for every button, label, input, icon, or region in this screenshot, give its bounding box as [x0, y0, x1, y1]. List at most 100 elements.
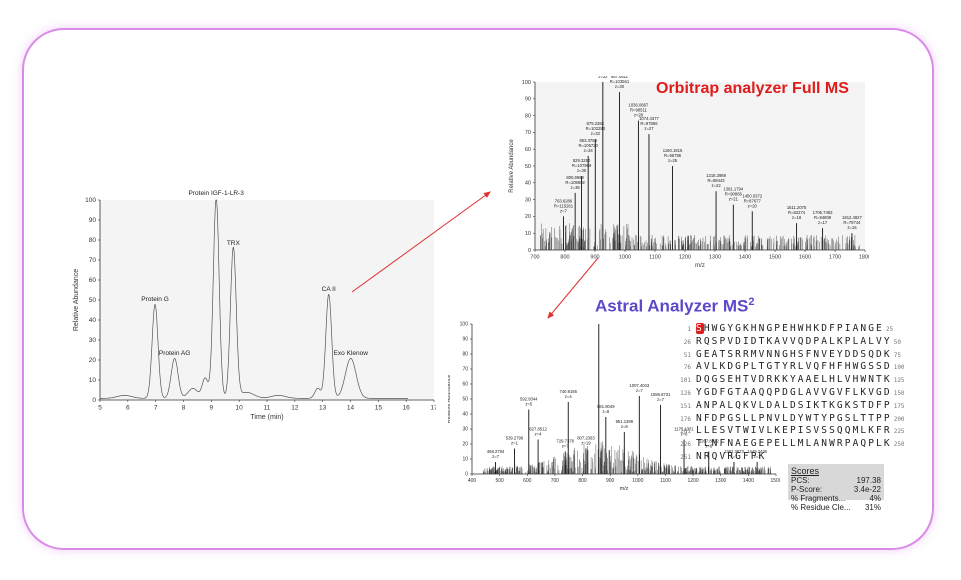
x-tick-label: 900 [606, 478, 615, 484]
orbitrap-spectrum-panel: 700 800 900 1000 1100 1200 1300 1400 1500 1600 170… [507, 64, 871, 276]
peak-resolution-label: R=109592 [565, 180, 585, 185]
x-tick-label: 15 [375, 405, 383, 412]
astral-title: Astral Analyzer MS2 [595, 296, 755, 317]
rounded-frame [22, 28, 934, 550]
peak-charge-label: z=34 [584, 148, 594, 153]
sequence-row-start: 101 [680, 377, 691, 385]
peak-charge-label: z=36 [571, 185, 581, 190]
x-tick-label: 1500 [769, 255, 781, 261]
orbitrap-title: Orbitrap analyzer Full MS [656, 80, 849, 97]
peak-mz-label: 1449.2436 [747, 449, 767, 454]
peak-resolution-label: R=89443 [707, 178, 725, 183]
y-axis-label: Relative Abundance [509, 139, 515, 193]
peak-mz-label: 763.6286 [555, 198, 573, 203]
y-tick-label: 30 [89, 337, 97, 344]
y-tick-label: 90 [89, 217, 97, 224]
sequence-residues: NRQVRGFPK [696, 451, 767, 462]
score-value: 31% [864, 503, 881, 512]
peak-charge-label: z=32 [598, 76, 608, 79]
peak-charge-label: z=19 [581, 441, 591, 446]
y-tick-label: 30 [525, 197, 531, 203]
peak-label: Protein IGF-1-LR-3 [189, 190, 245, 197]
x-tick-label: 1400 [743, 478, 754, 484]
sequence-row-start: 176 [680, 415, 691, 423]
sequence-residues: SHWGYGKHNGPEHWHKDFPIANGE [696, 323, 884, 334]
sequence-row: 251 NRQVRGFPK [675, 450, 768, 463]
y-tick-label: 60 [525, 147, 531, 153]
peak-mz-label: 1450.0372 [742, 193, 762, 198]
score-value: 4% [869, 494, 881, 503]
score-label: % Residue Cle... [791, 503, 851, 512]
peak-mz-label: 1074.4377 [639, 116, 659, 121]
sequence-row-start: 1 [687, 326, 691, 333]
peak-mz-label: 1362.3873 [724, 449, 744, 454]
sequence-residues: DQGSEHTVDRKKYAAELHLVHWNTK [696, 374, 892, 386]
y-tick-label: 80 [89, 237, 97, 244]
peak-mz-label: 1160.1915 [663, 148, 683, 153]
x-tick-label: 1200 [688, 478, 699, 484]
plot-background [535, 82, 865, 250]
sequence-row-start: 51 [683, 351, 691, 359]
score-row: PCS: 197.38 [791, 476, 881, 485]
y-tick-label: 80 [462, 352, 468, 358]
sequence-row-end: 175 [893, 402, 905, 410]
x-tick-label: 10 [236, 405, 244, 412]
x-tick-label: 6 [126, 405, 130, 412]
peak-mz-label: 1611.2075 [787, 205, 807, 210]
y-tick-label: 20 [89, 357, 97, 364]
lc-chromatogram: 5 6 7 8 9 10 11 12 13 14 15 16 17 0 10 20 30 40 50 60 70 80 90… [73, 190, 438, 421]
y-tick-label: 30 [462, 427, 468, 433]
peak-charge-label: z=33 [591, 131, 601, 136]
sequence-row-end: 50 [893, 338, 901, 346]
x-tick-label: 1100 [660, 478, 671, 484]
peak-mz-label: 807.2363 [577, 436, 595, 441]
x-tick-label: 1000 [619, 255, 631, 261]
x-tick-label: 1300 [709, 255, 721, 261]
y-tick-label: 0 [465, 472, 468, 478]
sequence-row-start: 26 [683, 338, 691, 346]
chromatogram-trace [100, 199, 408, 399]
peak-resolution-label: R=96786 [664, 153, 682, 158]
y-tick-label: 40 [89, 317, 97, 324]
peak-mz-label: 829.3250 [573, 158, 591, 163]
peak-charge-label: z=8 [602, 409, 610, 414]
x-tick-label: 16 [403, 405, 411, 412]
y-tick-label: 100 [85, 197, 96, 204]
x-tick-label: 400 [468, 478, 477, 484]
y-tick-label: 10 [525, 231, 531, 237]
peak-mz-label: 951.1399 [616, 419, 634, 424]
peak-label: Protein AG [159, 350, 190, 357]
peak-resolution-label: R=98511 [630, 108, 647, 113]
y-tick-label: 20 [525, 214, 531, 220]
y-tick-label: 70 [89, 257, 97, 264]
sequence-residues: ANPALQKVLDALDSIKTKGKSTDFP [696, 399, 892, 411]
score-label: % Fragments... [791, 494, 846, 503]
x-tick-label: 1400 [739, 255, 751, 261]
x-axis-label: Time (min) [250, 414, 283, 421]
sequence-residues: TLNFNAEGEPELLMLANWRPAQPLK [696, 438, 892, 450]
y-tick-label: 70 [525, 130, 531, 136]
y-tick-label: 100 [460, 322, 469, 328]
sequence-row-start: 251 [680, 454, 691, 461]
peak-label: Exo Klenow [334, 350, 369, 357]
sequence-residues: AVLKDGPLTGTYRLVQFHFHWGSSD [696, 361, 892, 373]
peak-resolution-label: R=107969 [572, 163, 592, 168]
y-axis-label: Relative Abundance [73, 269, 80, 331]
y-tick-label: 50 [462, 397, 468, 403]
sequence-row: 1 SHWGYGKHNGPEHWHKDFPIANGE 25 [675, 322, 893, 335]
peak-mz-label: 879.2382 [587, 121, 605, 126]
peak-mz-label: 592.9344 [520, 397, 538, 402]
peak-charge-label: z=7 [562, 444, 570, 449]
sequence-row: 151 ANPALQKVLDALDSIKTKGKSTDFP 175 [675, 399, 905, 412]
x-tick-label: 1200 [679, 255, 691, 261]
sequence-row-start: 151 [680, 402, 691, 410]
sequence-residues: NFDPGSLLPNVLDYWTYPGSLTTPP [696, 412, 892, 424]
y-tick-label: 50 [525, 164, 531, 170]
astral-title-superscript: 2 [748, 296, 755, 308]
x-tick-label: 1100 [649, 255, 661, 261]
peak-charge-label: z=1 [511, 441, 519, 446]
peak-mz-label: 1812.4827 [842, 215, 862, 220]
peak-resolution-label: R=79744 [843, 220, 861, 225]
peak-charge-label: z=30 [615, 84, 625, 89]
x-tick-label: 8 [182, 405, 186, 412]
